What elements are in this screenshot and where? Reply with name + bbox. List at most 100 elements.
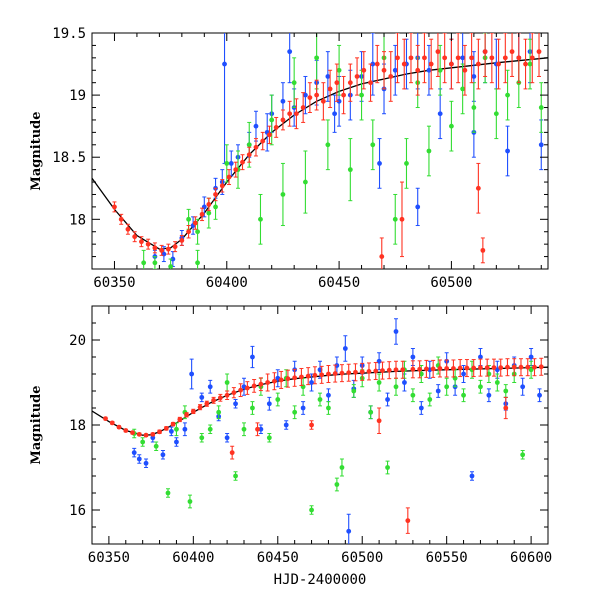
data-point: [317, 397, 323, 402]
bottom-green-point-45: [520, 450, 526, 460]
top-red-point-36: [354, 57, 360, 96]
bottom-red-point-19: [231, 387, 237, 399]
top-red-point-3: [132, 231, 138, 243]
bottom-green-point-42: [494, 373, 500, 392]
bottom-green-point-24: [339, 458, 345, 477]
bottom-blue-point-26: [342, 335, 348, 362]
data-point: [280, 192, 286, 197]
top-green-point-35: [141, 249, 147, 269]
data-point: [469, 55, 475, 61]
top-red-point-13: [199, 207, 205, 222]
bottom-y-tick-label: 18: [69, 418, 86, 434]
top-red-point-10: [179, 234, 185, 246]
data-point: [366, 369, 372, 374]
data-point: [336, 98, 342, 104]
top-red-point-49: [442, 33, 448, 84]
data-point: [455, 55, 461, 61]
bottom-blue-point-7: [182, 422, 188, 437]
top-y-axis-label: Magnitude: [29, 111, 44, 190]
bottom-blue-point-12: [224, 433, 230, 443]
data-point: [229, 450, 235, 456]
data-point: [207, 426, 213, 432]
top-red-point-15: [213, 187, 218, 202]
data-point: [336, 67, 342, 73]
data-point: [511, 364, 517, 370]
bottom-red-point-15: [204, 400, 210, 407]
bottom-red-point-29: [299, 367, 304, 386]
data-point: [152, 245, 158, 251]
data-point: [339, 465, 345, 470]
top-red-point-0: [112, 201, 117, 213]
bottom-red-point-61: [511, 358, 517, 377]
data-point: [404, 161, 409, 166]
data-point: [469, 473, 475, 479]
bottom-blue-point-33: [393, 318, 399, 345]
data-point: [437, 366, 443, 371]
top-red-point-5: [145, 238, 151, 250]
data-point: [206, 210, 212, 216]
data-point: [380, 368, 385, 373]
data-point: [228, 161, 234, 166]
bottom-green-point-21: [317, 392, 323, 407]
top-green-point-11: [280, 162, 286, 227]
bottom-green-point-38: [461, 388, 466, 403]
data-point: [489, 55, 495, 61]
data-point: [140, 439, 146, 445]
data-point: [505, 364, 510, 370]
top-blue-point-8: [222, 33, 227, 164]
data-point: [150, 435, 156, 441]
data-point: [377, 161, 382, 166]
top-red-point-16: [219, 179, 225, 193]
bottom-blue-point-48: [520, 377, 526, 396]
data-point: [354, 74, 360, 79]
data-point: [502, 55, 508, 61]
top-red-point-6: [152, 242, 158, 254]
top-red-point-58: [502, 33, 508, 84]
top-green-point-26: [449, 100, 454, 152]
bottom-red-point-42: [386, 361, 392, 380]
top-green-point-30: [493, 88, 499, 140]
data-point: [368, 80, 373, 86]
top-green-point-13: [302, 150, 308, 214]
data-point: [258, 426, 264, 432]
data-point: [241, 426, 247, 432]
top-red-point-62: [529, 33, 535, 84]
data-point: [399, 216, 405, 222]
bottom-blue-point-24: [326, 388, 331, 403]
data-point: [246, 152, 252, 158]
data-point: [484, 365, 490, 371]
data-point: [278, 377, 284, 383]
top-red-point-24: [273, 116, 279, 138]
top-red-point-31: [320, 82, 326, 121]
top-red-point-37: [361, 51, 367, 90]
data-point: [415, 67, 421, 73]
data-point: [496, 61, 501, 67]
top-green-point-33: [527, 38, 533, 90]
data-point: [150, 431, 156, 437]
top-blue-point-28: [392, 44, 398, 96]
bottom-red-point-12: [184, 412, 189, 418]
data-point: [464, 365, 470, 371]
data-point: [314, 92, 320, 98]
bottom-red-point-41: [380, 361, 385, 380]
data-point: [204, 401, 210, 407]
bottom-green-point-34: [427, 392, 433, 407]
top-red-point-11: [186, 225, 191, 239]
data-point: [388, 74, 394, 79]
data-point: [426, 67, 432, 73]
bottom-blue-point-22: [309, 373, 314, 392]
top-red-point-22: [260, 131, 266, 151]
data-point: [359, 92, 364, 98]
data-point: [325, 74, 331, 79]
top-red-point-29: [307, 82, 313, 113]
top-series-red: [112, 33, 542, 269]
data-point: [275, 397, 281, 402]
data-point: [258, 216, 263, 222]
data-point: [373, 368, 379, 374]
bottom-x-tick-label: 60500: [341, 550, 383, 566]
bottom-blue-point-8: [189, 358, 195, 390]
bottom-green-point-20: [309, 505, 314, 515]
top-red-point-43: [401, 38, 407, 90]
data-point: [192, 220, 198, 226]
top-red-point-1: [118, 213, 124, 225]
